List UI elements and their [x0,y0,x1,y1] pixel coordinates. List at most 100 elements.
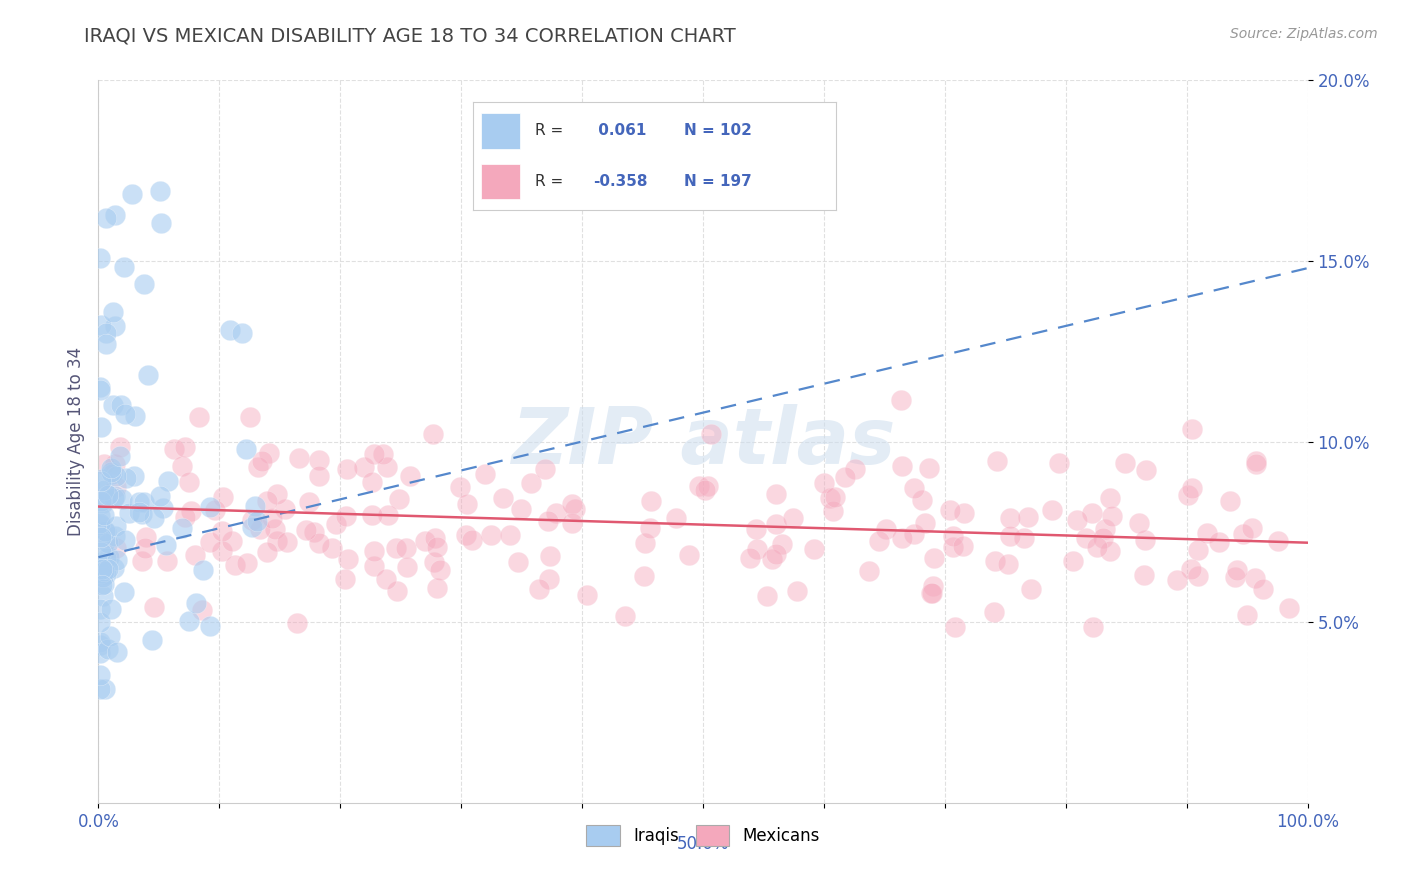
Point [1177,488,1199,502]
Point [1128,516,1150,530]
Point [396,560,419,574]
Point [998,528,1021,542]
Point [561,498,583,512]
Point [823,504,845,518]
Point [93,577,115,591]
Point [921,586,943,600]
Point [149,216,172,230]
Point [128,494,150,508]
Point [1244,457,1267,471]
Point [121,186,143,201]
Point [844,462,866,476]
Point [520,476,543,491]
Point [91,570,114,584]
Point [890,531,912,545]
Point [377,508,399,522]
Point [94,326,117,340]
Point [765,486,787,500]
Point [135,531,157,545]
Point [782,511,804,525]
Point [174,510,197,524]
Point [155,538,177,552]
Point [910,493,932,508]
Point [136,368,159,382]
Point [363,558,385,573]
Point [94,211,117,225]
Point [1091,531,1114,545]
Point [903,527,925,541]
Text: ZIP atlas: ZIP atlas [510,403,896,480]
Point [186,596,208,610]
Point [93,524,115,538]
Point [170,458,193,473]
Point [813,475,835,490]
Point [298,495,321,509]
Point [132,495,155,509]
Point [90,562,112,576]
Point [256,493,278,508]
Point [337,552,360,566]
Point [942,541,965,555]
Point [89,601,111,615]
Point [633,569,655,583]
Point [198,619,221,633]
Point [818,491,841,505]
Point [224,558,246,572]
Point [1094,522,1116,536]
Point [561,516,583,530]
Point [325,516,347,531]
Point [538,549,561,563]
Point [152,500,174,515]
Point [1076,531,1098,545]
Point [1114,457,1136,471]
Point [890,392,912,407]
Point [90,472,112,486]
Point [1099,491,1122,505]
Point [177,614,200,628]
Point [953,506,976,520]
Point [388,492,411,507]
Point [89,668,111,682]
Point [422,426,444,441]
Point [1187,568,1209,582]
Point [105,480,128,494]
Point [242,513,264,527]
Point [385,584,408,599]
Point [285,616,308,631]
Point [920,586,942,600]
Point [770,537,793,551]
Text: IRAQI VS MEXICAN DISABILITY AGE 18 TO 34 CORRELATION CHART: IRAQI VS MEXICAN DISABILITY AGE 18 TO 34… [84,27,737,45]
Point [922,550,945,565]
Point [295,523,318,537]
Point [361,508,384,523]
Point [1232,526,1254,541]
Point [198,500,221,515]
Point [479,528,502,542]
Point [1226,563,1249,577]
Point [96,551,118,566]
Point [1267,534,1289,549]
Point [744,522,766,536]
Point [384,541,406,555]
Point [132,277,155,291]
Point [1081,619,1104,633]
Point [191,603,214,617]
Point [104,208,127,222]
Point [537,572,560,586]
Point [128,505,150,519]
Point [114,407,136,421]
Point [527,582,550,597]
Point [143,511,166,525]
Point [89,251,111,265]
Point [90,561,112,575]
Point [321,541,343,556]
Point [377,459,399,474]
Point [221,534,243,549]
Point [101,399,124,413]
Point [90,494,112,508]
Y-axis label: Disability Age 18 to 34: Disability Age 18 to 34 [66,347,84,536]
Point [183,549,205,563]
Point [104,458,127,472]
Point [534,461,557,475]
Point [105,645,128,659]
